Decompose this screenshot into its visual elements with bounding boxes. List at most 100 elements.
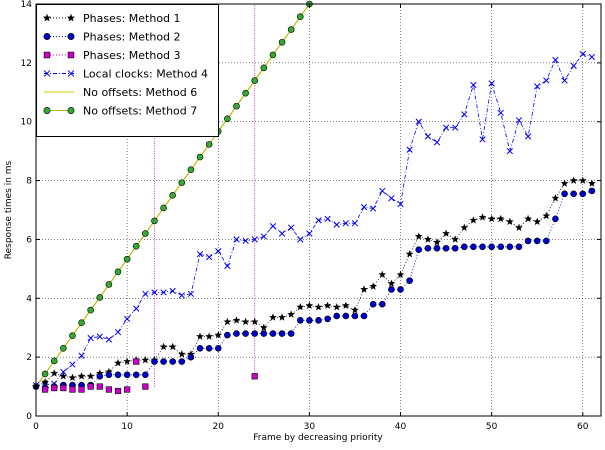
legend-marker	[67, 70, 75, 77]
series-layer	[32, 0, 596, 395]
data-point	[205, 141, 213, 148]
data-point	[414, 232, 423, 240]
data-point	[461, 111, 468, 118]
data-point	[251, 77, 259, 84]
data-point	[287, 310, 296, 318]
data-point	[369, 300, 377, 308]
data-point	[268, 313, 277, 321]
data-point	[251, 236, 258, 243]
legend-label: No offsets: Method 6	[83, 86, 197, 99]
y-tick-label: 6	[26, 235, 32, 245]
data-point	[470, 81, 477, 89]
data-point	[388, 286, 395, 293]
data-point	[442, 124, 450, 131]
data-point	[360, 312, 368, 320]
data-point	[524, 133, 532, 140]
data-point	[242, 89, 249, 97]
data-point	[278, 313, 287, 321]
data-point	[378, 300, 386, 308]
data-point	[214, 330, 223, 339]
data-point	[160, 358, 167, 365]
data-point	[86, 372, 95, 380]
legend-label: Phases: Method 1	[83, 12, 181, 25]
data-point	[351, 220, 359, 227]
data-point	[424, 244, 432, 252]
data-point	[406, 146, 413, 153]
data-point	[442, 244, 450, 252]
data-point	[168, 342, 177, 351]
axis-ticks: 0 10 20 30 40 50 60 0 2 4 6 8 10 12 14	[21, 0, 601, 432]
data-point	[278, 330, 286, 337]
y-tick-label: 10	[21, 118, 33, 128]
series-4	[32, 50, 596, 389]
data-point	[396, 270, 405, 279]
data-point	[452, 124, 459, 131]
data-point	[379, 187, 386, 195]
data-point	[96, 383, 103, 390]
data-point	[224, 331, 231, 339]
data-point	[42, 386, 49, 393]
data-point	[487, 214, 496, 223]
data-point	[370, 205, 377, 212]
data-point	[242, 330, 249, 337]
data-point	[588, 187, 596, 195]
data-point	[306, 317, 313, 324]
data-point	[114, 358, 122, 367]
y-tick-label: 8	[26, 177, 32, 187]
data-point	[405, 249, 414, 258]
data-point	[214, 345, 222, 352]
data-point	[524, 237, 532, 245]
data-point	[259, 323, 268, 332]
legend: Phases: Method 1 Phases: Method 2 Phases: …	[36, 4, 219, 137]
data-point	[224, 262, 231, 270]
y-tick-label: 14	[21, 0, 33, 10]
legend-marker	[67, 107, 75, 114]
data-point	[105, 386, 113, 393]
data-point	[423, 235, 432, 243]
data-point	[177, 350, 186, 358]
x-tick-label: 20	[213, 422, 225, 432]
y-tick-label: 0	[26, 412, 32, 422]
data-point	[187, 166, 195, 173]
data-point	[479, 243, 486, 251]
data-point	[196, 345, 204, 352]
legend-label: Phases: Method 2	[83, 31, 181, 44]
data-point	[96, 333, 103, 340]
data-point	[488, 80, 495, 87]
method3-spikes	[154, 4, 256, 387]
data-point	[251, 330, 259, 337]
data-point	[224, 115, 231, 123]
data-point	[515, 117, 523, 124]
x-tick-label: 30	[304, 422, 316, 432]
data-point	[151, 358, 158, 365]
data-point	[269, 51, 277, 59]
data-point	[433, 244, 441, 252]
legend-marker	[66, 13, 76, 22]
data-point	[306, 230, 313, 237]
data-point	[451, 244, 459, 252]
data-point	[68, 373, 77, 382]
data-point	[78, 386, 85, 393]
data-point	[151, 217, 158, 225]
data-point	[114, 387, 122, 395]
x-axis-label: Frame by decreasing priority	[253, 433, 383, 443]
data-point	[41, 370, 49, 378]
data-point	[233, 330, 240, 337]
data-point	[323, 301, 332, 310]
data-point	[205, 253, 213, 261]
data-point	[78, 352, 85, 359]
data-point	[561, 190, 568, 198]
data-point	[205, 345, 213, 352]
data-point	[333, 221, 340, 228]
data-point	[242, 237, 249, 245]
data-point	[178, 358, 186, 365]
data-point	[123, 315, 131, 323]
data-point	[388, 195, 395, 202]
data-point	[142, 371, 149, 379]
data-point	[515, 243, 523, 251]
legend-marker	[67, 51, 75, 59]
legend-marker	[43, 51, 51, 59]
legend-item: Local clocks: Method 4	[43, 68, 208, 81]
data-point	[233, 236, 240, 243]
